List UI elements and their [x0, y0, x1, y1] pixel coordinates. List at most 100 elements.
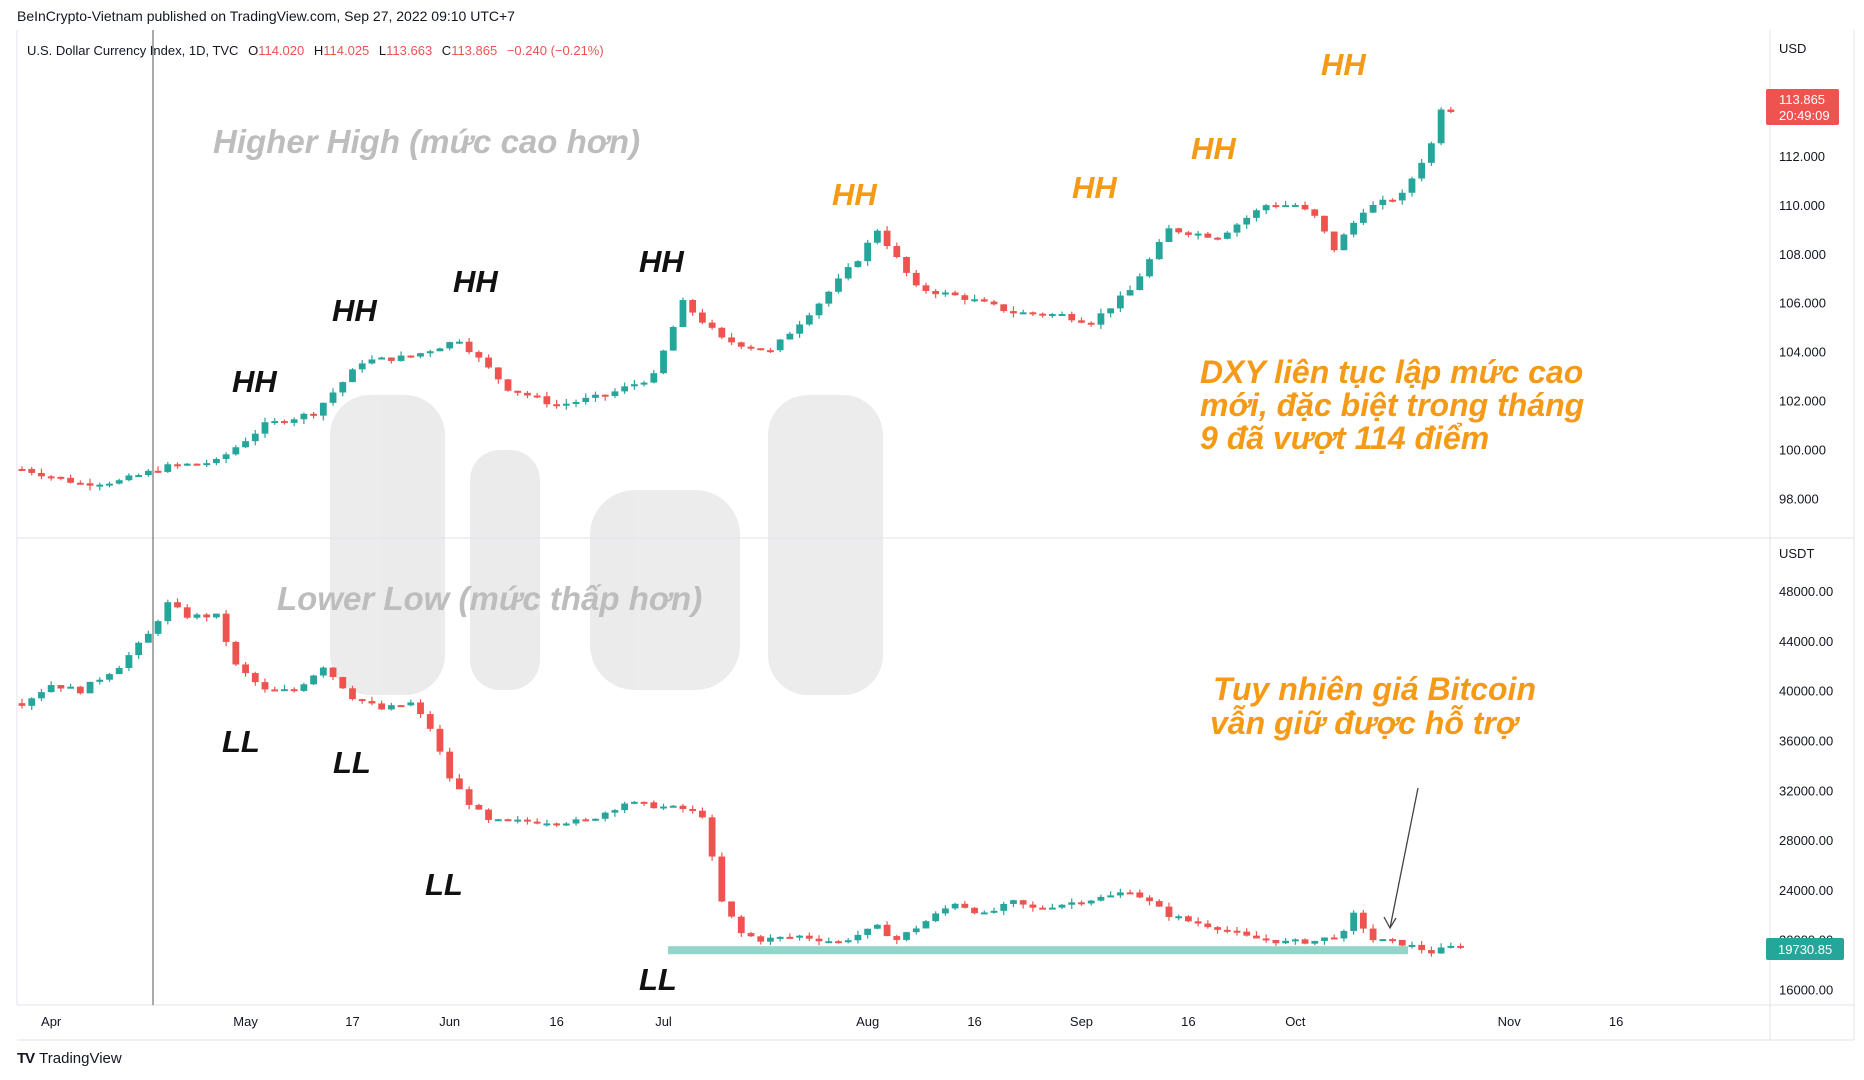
- price-tick: 108.000: [1779, 247, 1826, 262]
- candle-body: [358, 363, 366, 370]
- bottom-candle: [1398, 939, 1406, 947]
- bottom-candle: [1418, 941, 1426, 954]
- top-candle: [1214, 236, 1221, 241]
- candle-body: [446, 342, 454, 349]
- candle-body: [1428, 950, 1435, 954]
- bottom-candle: [144, 630, 152, 643]
- candle-body: [67, 477, 74, 483]
- bottom-candle: [669, 805, 677, 808]
- top-candle: [504, 379, 512, 392]
- candle-body: [961, 903, 969, 908]
- bottom-candle: [1272, 939, 1280, 946]
- candle-body: [475, 804, 483, 810]
- top-candle: [611, 388, 619, 398]
- open-value: 114.020: [258, 43, 305, 58]
- bottom-candle: [708, 814, 716, 861]
- bottom-candle: [1097, 894, 1105, 902]
- top-candle: [1359, 208, 1367, 225]
- candle-body: [757, 348, 765, 351]
- candle-body: [154, 621, 162, 634]
- bottom-candle: [1146, 895, 1153, 906]
- candle-body: [378, 703, 386, 710]
- candle-body: [1087, 322, 1095, 325]
- bottom-candle: [485, 808, 492, 823]
- candle-body: [582, 397, 590, 402]
- candle-body: [310, 675, 317, 685]
- candle-body: [912, 928, 920, 933]
- top-candle: [747, 344, 755, 351]
- candle-body: [650, 802, 658, 809]
- watermark-logo: [330, 395, 883, 695]
- btc-badge-bg: [1766, 938, 1844, 960]
- watermark-bracket-right: [768, 395, 883, 695]
- bottom-candle: [825, 937, 833, 944]
- dxy-last-price-badge: 113.865 20:49:09: [1766, 89, 1839, 125]
- candle-body: [407, 355, 415, 358]
- candle-body: [1039, 907, 1046, 910]
- candle-body: [242, 664, 249, 674]
- change-value: −0.240 (−0.21%): [506, 43, 604, 58]
- candle-body: [1146, 259, 1153, 277]
- bottom-candle: [679, 803, 687, 813]
- btc-note-line-2: vẫn giữ được hỗ trợ: [1210, 705, 1521, 741]
- candle-body: [222, 454, 230, 459]
- bottom-candle: [417, 699, 424, 718]
- candle-body: [290, 689, 298, 692]
- bottom-candle: [125, 651, 133, 672]
- candle-body: [1029, 904, 1037, 908]
- candle-body: [922, 921, 930, 929]
- hh-label-2: HH: [332, 293, 377, 328]
- bottom-candle: [135, 641, 143, 660]
- top-candle: [980, 297, 988, 302]
- time-tick: 16: [1181, 1014, 1195, 1029]
- dxy-countdown: 20:49:09: [1779, 108, 1830, 123]
- bottom-candle: [67, 683, 74, 689]
- candle-body: [18, 468, 26, 471]
- candle-body: [135, 475, 143, 478]
- top-candle: [1010, 306, 1017, 318]
- bottom-candle: [271, 686, 279, 692]
- candle-body: [174, 464, 181, 467]
- candle-body: [494, 367, 502, 380]
- candle-body: [1369, 928, 1377, 941]
- bottom-candle: [76, 685, 84, 695]
- bottom-candle: [222, 609, 230, 647]
- bottom-candle: [1107, 891, 1115, 898]
- candle-body: [349, 688, 356, 700]
- candle-body: [1262, 938, 1270, 941]
- hh-label-1: HH: [232, 364, 277, 399]
- candle-body: [1078, 320, 1085, 323]
- candle-body: [1330, 937, 1338, 940]
- bottom-candle: [436, 724, 444, 755]
- top-candle: [854, 260, 862, 268]
- candle-body: [1457, 945, 1464, 948]
- candle-body: [533, 395, 541, 398]
- bottom-candle: [961, 901, 969, 909]
- candle-body: [699, 810, 706, 818]
- bottom-candle: [164, 599, 172, 625]
- top-candle: [397, 351, 405, 362]
- bottom-candle: [106, 672, 113, 682]
- candle-body: [1330, 231, 1338, 251]
- top-candle: [310, 412, 317, 419]
- bottom-candle: [475, 803, 483, 810]
- candle-body: [815, 938, 823, 942]
- candle-body: [1223, 929, 1231, 932]
- top-candle: [378, 356, 386, 360]
- candle-body: [1418, 162, 1426, 179]
- candle-body: [942, 292, 949, 295]
- bottom-candle: [1155, 899, 1163, 907]
- candle-body: [1136, 892, 1144, 898]
- bottom-candle: [514, 816, 522, 824]
- candle-body: [1350, 912, 1358, 931]
- candle-body: [436, 348, 444, 352]
- bottom-candle: [1350, 910, 1358, 935]
- publisher-line: BeInCrypto-Vietnam published on TradingV…: [17, 8, 515, 24]
- top-candle: [1029, 311, 1037, 317]
- candle-body: [329, 392, 337, 403]
- candle-body: [222, 613, 230, 642]
- close-label: C: [441, 43, 452, 58]
- candle-body: [106, 483, 113, 486]
- candle-body: [1272, 205, 1280, 208]
